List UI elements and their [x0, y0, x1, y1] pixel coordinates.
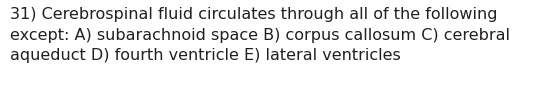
- Text: 31) Cerebrospinal fluid circulates through all of the following
except: A) subar: 31) Cerebrospinal fluid circulates throu…: [10, 7, 510, 63]
